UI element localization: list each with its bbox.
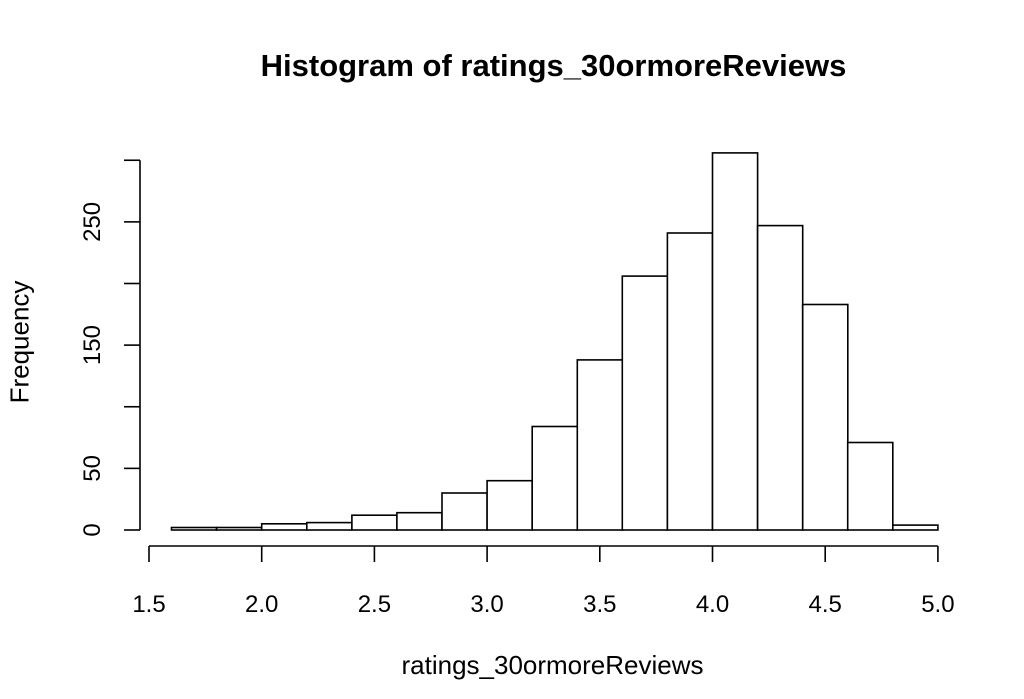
histogram-bar [531,425,579,531]
histogram-bar [756,224,804,531]
x-tick-label: 2.0 [245,591,278,618]
x-tick-label: 3.0 [470,591,503,618]
histogram-bar [576,359,624,531]
histogram-bar [396,511,443,531]
chart-title: Histogram of ratings_30ormoreReviews [260,48,847,83]
y-axis-label: Frequency [4,280,35,404]
histogram-bar [801,303,849,531]
y-tick-label: 0 [79,523,106,536]
y-tick-label: 250 [79,202,106,242]
bars-group [170,152,939,531]
histogram-bar [441,492,488,531]
histogram-bar [846,441,894,531]
x-tick-label: 4.0 [696,591,729,618]
histogram-bar [260,522,308,531]
histogram-bar [170,526,218,531]
x-tick-label: 2.5 [358,591,391,618]
histogram-bar [486,479,534,531]
y-axis: 0 50 150 250 [79,159,141,537]
y-tick-label: 50 [79,455,106,482]
histogram-bar [666,232,714,531]
x-tick-label: 1.5 [132,591,165,618]
histogram-bar [351,514,398,531]
y-tick-label: 150 [79,325,106,365]
x-tick-label: 3.5 [583,591,616,618]
x-tick-label: 5.0 [921,591,954,618]
histogram-bar [891,524,939,531]
histogram-bar [711,152,759,531]
histogram-bar [621,275,669,531]
x-axis: 1.5 2.0 2.5 3.0 3.5 4.0 4.5 5.0 [132,545,955,618]
x-tick-label: 4.5 [809,591,842,618]
histogram-bar [215,526,263,531]
x-axis-label: ratings_30ormoreReviews [401,650,704,680]
histogram-bar [305,521,353,531]
